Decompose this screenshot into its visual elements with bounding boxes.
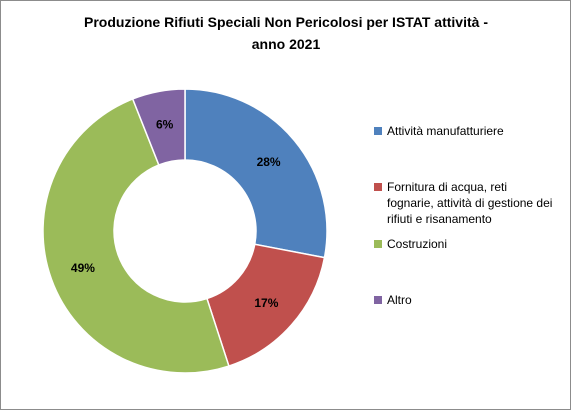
legend-label-manufacturing: Attività manufatturiere [387, 124, 504, 138]
donut-slice-construction [42, 97, 230, 374]
chart-title-line-2: anno 2021 [251, 36, 321, 52]
donut-slice-other [131, 88, 186, 166]
legend-swatch-construction [374, 240, 382, 248]
chart-title-line-1: Produzione Rifiuti Speciali Non Pericolo… [84, 14, 488, 30]
legend-label-water-waste-line-1: Fornitura di acqua, reti [387, 180, 508, 194]
donut-slice-water-waste [205, 243, 326, 367]
legend-swatch-manufacturing [374, 127, 382, 135]
data-label-manufacturing: 28% [257, 155, 281, 169]
data-label-construction: 49% [71, 261, 95, 275]
legend-label-other: Altro [387, 293, 412, 307]
legend-label-water-waste-line-3: rifiuti e risanamento [387, 212, 492, 226]
legend-swatch-other [374, 296, 382, 304]
legend-label-water-waste-line-2: fognarie, attività di gestione dei [387, 196, 553, 210]
data-label-other: 6% [156, 117, 174, 131]
legend-label-construction: Costruzioni [387, 237, 448, 251]
chart-title: Produzione Rifiuti Speciali Non Pericolo… [61, 11, 511, 55]
donut-slice-manufacturing [184, 88, 328, 259]
legend-swatch-water-waste [374, 183, 382, 191]
data-label-water-waste: 17% [254, 296, 278, 310]
